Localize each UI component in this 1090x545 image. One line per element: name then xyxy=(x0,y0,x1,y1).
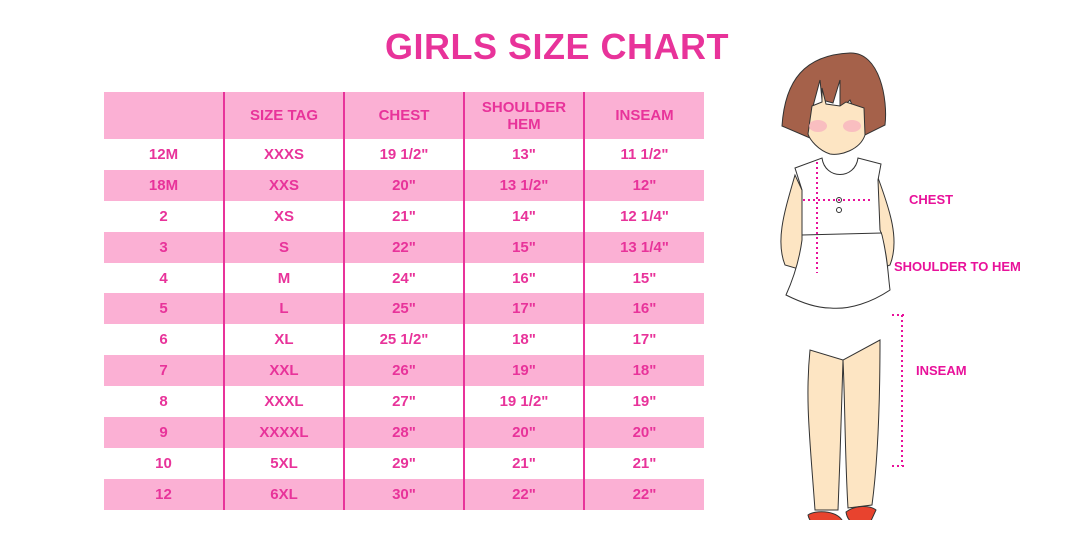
cell-size-tag: 5XL xyxy=(223,447,344,479)
cell-shoulder-hem: 20" xyxy=(463,417,584,448)
cell-chest: 22" xyxy=(343,231,464,263)
cell-inseam: 12 1/4" xyxy=(583,200,704,232)
cell-shoulder-hem: 14" xyxy=(463,200,584,232)
cell-size-tag: M xyxy=(223,262,344,294)
cell-shoulder-hem: 16" xyxy=(463,262,584,294)
cell-chest: 19 1/2" xyxy=(343,139,464,170)
cell-chest: 27" xyxy=(343,386,464,418)
cell-chest: 20" xyxy=(343,169,464,201)
table-header-row: SIZE TAG CHEST SHOULDER HEM INSEAM xyxy=(104,92,704,139)
cell-size-tag: S xyxy=(223,231,344,263)
cell-inseam: 22" xyxy=(583,478,704,510)
cell-shoulder-hem: 18" xyxy=(463,324,584,356)
page-title: GIRLS SIZE CHART xyxy=(385,26,730,67)
header-chest: CHEST xyxy=(343,92,464,139)
shirt xyxy=(785,157,891,309)
inseam-label: INSEAM xyxy=(916,363,967,378)
cell-inseam: 21" xyxy=(583,447,704,479)
cell-shoulder-hem: 15" xyxy=(463,231,584,263)
table-row: 18M XXS 20" 13 1/2" 12" xyxy=(104,169,704,201)
cell-size-tag: XXXL xyxy=(223,386,344,418)
cell-chest: 28" xyxy=(343,417,464,448)
cell-size-tag: XXXXL xyxy=(223,417,344,448)
table-row: 7 XXL 26" 19" 18" xyxy=(104,355,704,387)
cell-size: 8 xyxy=(159,393,168,411)
table-row: 2 XS 21" 14" 12 1/4" xyxy=(104,200,704,232)
chest-label: CHEST xyxy=(909,192,954,207)
cell-size-tag: XXXS xyxy=(223,139,344,170)
cell-shoulder-hem: 19 1/2" xyxy=(463,386,584,418)
cell-shoulder-hem: 21" xyxy=(463,447,584,479)
table-row: 8 XXXL 27" 19 1/2" 19" xyxy=(104,386,704,418)
girl-measurement-illustration xyxy=(780,52,906,520)
face xyxy=(807,87,866,155)
cell-chest: 29" xyxy=(343,447,464,479)
cell-inseam: 16" xyxy=(583,293,704,325)
cell-inseam: 12" xyxy=(583,169,704,201)
cell-inseam: 18" xyxy=(583,355,704,387)
cell-chest: 30" xyxy=(343,478,464,510)
size-chart-table: SIZE TAG CHEST SHOULDER HEM INSEAM 12M XX… xyxy=(104,92,704,510)
cell-size: 4 xyxy=(159,269,168,287)
header-size xyxy=(104,92,224,139)
cell-shoulder-hem: 17" xyxy=(463,293,584,325)
cell-size: 2 xyxy=(159,207,168,225)
cell-shoulder-hem: 13 1/2" xyxy=(463,169,584,201)
header-inseam: INSEAM xyxy=(583,92,704,139)
cell-chest: 24" xyxy=(343,262,464,294)
header-size-tag: SIZE TAG xyxy=(223,92,344,139)
cell-inseam: 19" xyxy=(583,386,704,418)
header-shoulder-hem: SHOULDER HEM xyxy=(463,92,584,139)
cell-chest: 26" xyxy=(343,355,464,387)
table-row: 9 XXXXL 28" 20" 20" xyxy=(104,417,704,448)
cell-chest: 25 1/2" xyxy=(343,324,464,356)
cell-size: 9 xyxy=(104,417,224,448)
cell-inseam: 13 1/4" xyxy=(583,231,704,263)
cell-size: 12 xyxy=(104,478,224,510)
cell-inseam: 15" xyxy=(583,262,704,294)
shoulder-to-hem-label: SHOULDER TO HEM xyxy=(894,259,1021,274)
cell-size: 18M xyxy=(104,169,224,201)
cell-size: 5 xyxy=(104,293,224,325)
cell-size-tag: XXS xyxy=(223,169,344,201)
cell-size-tag: XL xyxy=(223,324,344,356)
table-row: 4 M 24" 16" 15" xyxy=(104,262,704,294)
cell-size-tag: 6XL xyxy=(223,478,344,510)
table-row: 12M XXXS 19 1/2" 13" 11 1/2" xyxy=(104,139,704,170)
legs xyxy=(807,339,881,511)
cell-shoulder-hem: 13" xyxy=(463,139,584,170)
cell-inseam: 11 1/2" xyxy=(583,139,704,170)
cell-chest: 25" xyxy=(343,293,464,325)
cell-size: 3 xyxy=(104,231,224,263)
cell-chest: 21" xyxy=(343,200,464,232)
cell-shoulder-hem: 19" xyxy=(463,355,584,387)
table-row: 5 L 25" 17" 16" xyxy=(104,293,704,325)
table-row: 6 XL 25 1/2" 18" 17" xyxy=(104,324,704,356)
cell-inseam: 20" xyxy=(583,417,704,448)
cell-size: 6 xyxy=(159,331,168,349)
cell-size: 7 xyxy=(104,355,224,387)
cell-inseam: 17" xyxy=(583,324,704,356)
table-row: 3 S 22" 15" 13 1/4" xyxy=(104,231,704,263)
cell-size: 10 xyxy=(155,454,172,472)
cell-size: 12M xyxy=(148,145,179,163)
cell-shoulder-hem: 22" xyxy=(463,478,584,510)
table-row: 10 5XL 29" 21" 21" xyxy=(104,447,704,479)
cell-size-tag: XS xyxy=(223,200,344,232)
table-row: 12 6XL 30" 22" 22" xyxy=(104,478,704,510)
shoes xyxy=(807,506,877,520)
cell-size-tag: XXL xyxy=(223,355,344,387)
cell-size-tag: L xyxy=(223,293,344,325)
